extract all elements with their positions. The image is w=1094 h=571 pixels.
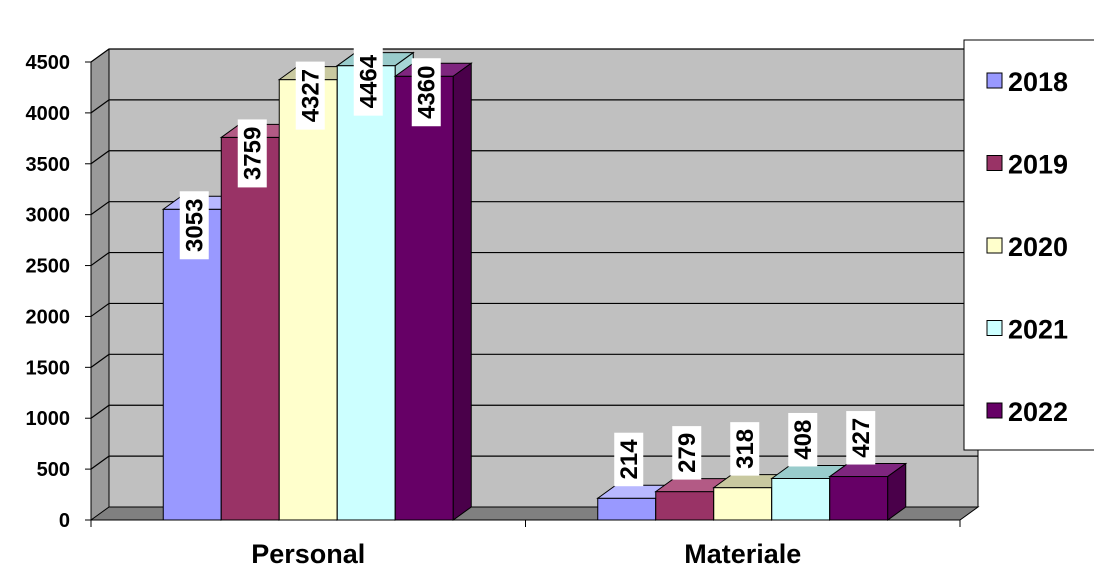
y-tick-labels: 0 500 1000 1500 2000 2500 3000 3500 4000 4500 xyxy=(26,52,71,532)
data-label: 4327 xyxy=(295,61,325,130)
bar-front xyxy=(162,208,222,521)
legend-item: 2020 xyxy=(986,232,1068,262)
data-label-box xyxy=(672,426,702,480)
data-label: 214 xyxy=(614,432,644,487)
bar-side xyxy=(887,462,907,521)
data-label: 318 xyxy=(730,422,760,476)
y-tick-label: 2500 xyxy=(26,256,71,278)
bar-front xyxy=(771,477,831,521)
legend-label: 2020 xyxy=(1008,232,1068,262)
data-label-box xyxy=(730,422,760,476)
bar-front xyxy=(655,491,715,521)
data-label-box xyxy=(411,58,441,127)
data-label: 279 xyxy=(672,426,702,480)
data-label-text: 4464 xyxy=(355,54,382,108)
data-label-text: 4360 xyxy=(413,66,440,119)
data-label-text: 279 xyxy=(674,433,701,473)
data-label-box xyxy=(179,191,209,260)
data-label: 408 xyxy=(788,412,818,467)
legend-label: 2022 xyxy=(1008,397,1068,427)
bar-front xyxy=(829,476,889,521)
bar-front xyxy=(278,79,338,521)
y-tick-label: 1500 xyxy=(26,357,71,379)
data-label-box xyxy=(788,412,818,467)
data-label: 4360 xyxy=(411,58,441,127)
bar xyxy=(828,462,908,521)
data-labels: 3053 3759 4327 4464 4360 214 279 318 408 427 xyxy=(179,47,876,487)
legend-item: 2019 xyxy=(986,150,1068,180)
data-label: 4464 xyxy=(353,47,383,116)
legend-swatch xyxy=(986,237,1003,254)
data-label: 3053 xyxy=(179,191,209,260)
bar-front xyxy=(597,497,657,521)
legend-item: 2022 xyxy=(986,397,1068,427)
y-tick-label: 3500 xyxy=(26,154,71,176)
data-label-text: 408 xyxy=(790,420,817,460)
y-tick-label: 4500 xyxy=(26,52,71,74)
data-label-box xyxy=(614,432,644,487)
bar xyxy=(393,62,473,521)
side-wall xyxy=(91,49,109,520)
legend-label: 2018 xyxy=(1008,67,1068,97)
legend-swatch xyxy=(986,402,1003,419)
data-label-box xyxy=(237,119,267,188)
data-label-box xyxy=(353,47,383,116)
data-label-text: 427 xyxy=(848,418,875,458)
y-tick-label: 4000 xyxy=(26,103,71,125)
bars xyxy=(161,51,908,521)
bar-front xyxy=(394,75,454,521)
data-label-text: 3053 xyxy=(181,199,208,252)
legend-label: 2019 xyxy=(1008,150,1068,180)
data-label-text: 214 xyxy=(616,439,643,480)
bar-front xyxy=(220,136,280,521)
data-label: 427 xyxy=(846,411,876,465)
data-label-text: 3759 xyxy=(239,127,266,180)
legend-swatch xyxy=(986,320,1003,336)
x-tick-label: Personal xyxy=(251,539,365,569)
legend-swatch xyxy=(986,155,1003,171)
y-tick-label: 3000 xyxy=(26,205,71,227)
x-tick-label: Materiale xyxy=(684,539,801,569)
y-tick-label: 0 xyxy=(59,510,70,532)
bar-front xyxy=(713,487,773,521)
x-tick-labels: Personal Materiale xyxy=(251,539,801,569)
legend: 2018 2019 2020 2021 2022 xyxy=(963,39,1094,451)
y-tick-label: 2000 xyxy=(26,306,71,328)
bar-side xyxy=(452,62,472,521)
data-label-box xyxy=(846,411,876,465)
data-label-text: 4327 xyxy=(297,69,324,122)
bar-front xyxy=(336,65,396,521)
data-label: 3759 xyxy=(237,119,267,188)
legend-swatch xyxy=(986,72,1003,89)
legend-label: 2021 xyxy=(1008,315,1068,345)
legend-item: 2021 xyxy=(986,315,1068,345)
legend-item: 2018 xyxy=(986,67,1068,97)
y-tick-label: 500 xyxy=(37,459,70,481)
y-tick-label: 1000 xyxy=(26,408,71,430)
data-label-text: 318 xyxy=(732,429,759,469)
legend-box xyxy=(963,39,1094,451)
data-label-box xyxy=(295,61,325,130)
